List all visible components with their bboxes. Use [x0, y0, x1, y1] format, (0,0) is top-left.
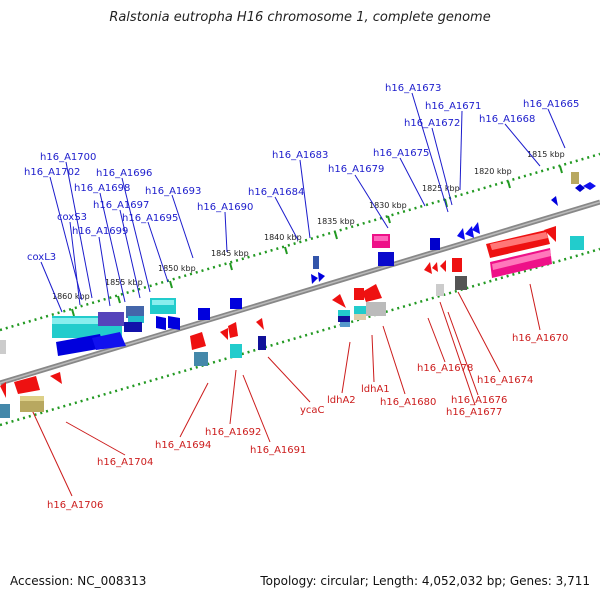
- gene-label[interactable]: h16_A1694: [155, 440, 211, 451]
- gene-label[interactable]: h16_A1679: [328, 164, 384, 175]
- gene-label[interactable]: h16_A1675: [373, 148, 429, 159]
- gene-label[interactable]: h16_A1704: [97, 457, 153, 468]
- gene-label[interactable]: h16_A1676: [451, 395, 507, 406]
- kbp-label: 1840 kbp: [264, 233, 302, 242]
- gene-label[interactable]: h16_A1693: [145, 186, 201, 197]
- kbp-label: 1830 kbp: [369, 201, 407, 210]
- gene-label[interactable]: coxS3: [57, 212, 87, 223]
- gene-label[interactable]: h16_A1670: [512, 333, 568, 344]
- kbp-label: 1835 kbp: [317, 217, 355, 226]
- kbp-label: 1820 kbp: [474, 167, 512, 176]
- gene-label[interactable]: h16_A1665: [523, 99, 579, 110]
- gene-label[interactable]: h16_A1698: [74, 183, 130, 194]
- genome-summary-text: Topology: circular; Length: 4,052,032 bp…: [260, 574, 590, 588]
- gene-label[interactable]: h16_A1671: [425, 101, 481, 112]
- accession-text: Accession: NC_008313: [10, 574, 147, 588]
- gene-label[interactable]: h16_A1674: [477, 375, 533, 386]
- gene-label[interactable]: h16_A1678: [417, 363, 473, 374]
- lower-dotted-track: [0, 247, 600, 427]
- gene-label[interactable]: h16_A1690: [197, 202, 253, 213]
- gene-label[interactable]: h16_A1668: [479, 114, 535, 125]
- gene-label[interactable]: h16_A1706: [47, 500, 103, 511]
- gene-label[interactable]: h16_A1692: [205, 427, 261, 438]
- gene-label[interactable]: h16_A1695: [122, 213, 178, 224]
- gene-label[interactable]: h16_A1697: [93, 200, 149, 211]
- gene-label[interactable]: h16_A1683: [272, 150, 328, 161]
- kbp-label: 1815 kbp: [527, 150, 565, 159]
- gene-label[interactable]: h16_A1700: [40, 152, 96, 163]
- page-title: Ralstonia eutropha H16 chromosome 1, com…: [109, 10, 491, 25]
- gene-label[interactable]: h16_A1673: [385, 83, 441, 94]
- gene-label[interactable]: h16_A1680: [380, 397, 436, 408]
- top-features: [0, 182, 596, 356]
- gene-label[interactable]: h16_A1696: [96, 168, 152, 179]
- kbp-label: 1850 kbp: [158, 264, 196, 273]
- kbp-ticks: [71, 165, 563, 317]
- gene-label[interactable]: h16_A1699: [72, 226, 128, 237]
- gene-label[interactable]: h16_A1684: [248, 187, 304, 198]
- gene-label[interactable]: ldhA2: [327, 395, 356, 406]
- gene-label[interactable]: h16_A1702: [24, 167, 80, 178]
- kbp-label: 1855 kbp: [105, 278, 143, 287]
- gene-label[interactable]: h16_A1691: [250, 445, 306, 456]
- gene-label[interactable]: ycaC: [300, 405, 325, 416]
- kbp-label: 1860 kbp: [52, 292, 90, 301]
- gene-label[interactable]: coxL3: [27, 252, 56, 263]
- upper-dotted-track: [0, 152, 600, 332]
- kbp-label: 1845 kbp: [211, 249, 249, 258]
- bottom-features: [0, 172, 584, 418]
- gene-label[interactable]: ldhA1: [361, 384, 390, 395]
- gene-label[interactable]: h16_A1677: [446, 407, 502, 418]
- gene-label[interactable]: h16_A1672: [404, 118, 460, 129]
